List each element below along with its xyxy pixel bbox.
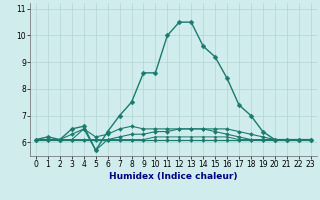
X-axis label: Humidex (Indice chaleur): Humidex (Indice chaleur)	[109, 172, 237, 181]
